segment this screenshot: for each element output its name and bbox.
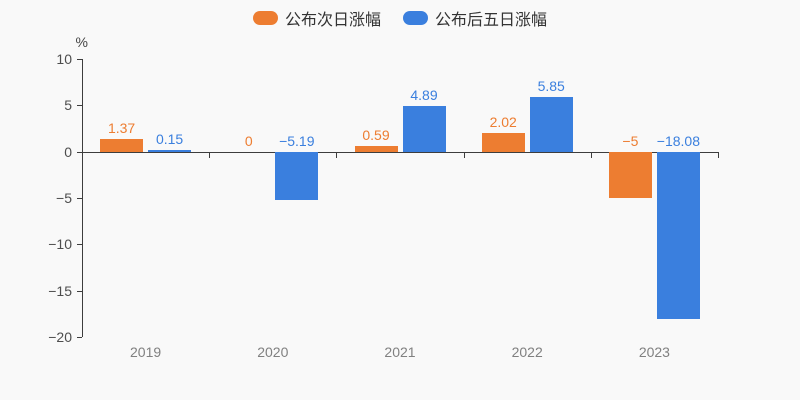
y-tick-label: 0	[64, 143, 72, 160]
y-axis-tick	[77, 105, 82, 107]
bar-s1-2023[interactable]	[656, 151, 700, 320]
y-axis-tick	[77, 59, 82, 60]
y-tick-label: −20	[48, 329, 72, 345]
legend-item-five-day[interactable]: 公布后五日涨幅	[403, 6, 547, 30]
value-label-s0-2022: 2.02	[489, 113, 517, 130]
y-axis-unit-label: %	[75, 34, 88, 50]
x-axis-tick	[209, 151, 211, 158]
value-label-s0-2023: −5	[622, 132, 639, 149]
x-tick-label-2019: 2019	[130, 344, 162, 360]
y-axis-tick	[77, 337, 82, 338]
y-tick-label: 10	[56, 51, 72, 67]
legend-label: 公布次日涨幅	[284, 12, 381, 29]
value-label-s1-2019: 0.15	[155, 131, 184, 148]
value-label-s1-2021: 4.89	[410, 87, 438, 104]
value-label-s1-2023: −18.08	[656, 132, 700, 149]
legend-swatch-blue	[403, 11, 428, 25]
bar-s0-2023[interactable]	[608, 151, 652, 198]
y-axis-line	[82, 59, 83, 337]
x-tick-label-2022: 2022	[511, 344, 543, 360]
legend-item-next-day[interactable]: 公布次日涨幅	[252, 6, 381, 30]
x-axis-tick	[336, 151, 338, 158]
y-axis-tick	[77, 244, 82, 246]
value-label-s0-2021: 0.59	[362, 127, 390, 144]
bar-s0-2019[interactable]	[100, 138, 144, 152]
bar-s0-2021[interactable]	[354, 146, 398, 152]
x-axis-line	[82, 151, 718, 153]
x-tick-label-2020: 2020	[257, 344, 289, 360]
bar-s1-2022[interactable]	[529, 97, 573, 152]
value-label-s0-2020: 0	[244, 132, 253, 149]
legend: 公布次日涨幅 公布后五日涨幅	[0, 6, 800, 30]
bar-s1-2020[interactable]	[275, 151, 319, 200]
y-tick-label: −15	[48, 282, 72, 299]
x-axis-tick	[590, 151, 592, 158]
x-axis-tick	[718, 151, 719, 158]
value-label-s1-2020: −5.19	[279, 132, 315, 149]
y-axis-tick	[77, 290, 82, 292]
y-tick-label: −5	[56, 190, 72, 206]
value-label-s1-2022: 5.85	[537, 78, 565, 95]
value-label-s0-2019: 1.37	[107, 119, 136, 136]
bar-s0-2022[interactable]	[481, 132, 525, 152]
y-tick-label: 5	[64, 97, 72, 114]
y-tick-label: −10	[48, 236, 72, 253]
x-tick-label-2021: 2021	[384, 344, 416, 360]
y-axis-tick	[77, 198, 82, 199]
legend-label: 公布后五日涨幅	[435, 12, 548, 29]
legend-swatch-orange	[252, 11, 278, 25]
x-axis-tick	[463, 151, 465, 158]
bar-s1-2021[interactable]	[402, 106, 446, 152]
y-axis-tick	[77, 151, 82, 153]
x-tick-label-2023: 2023	[638, 344, 670, 360]
x-axis-tick	[82, 151, 83, 158]
bar-s1-2019[interactable]	[148, 150, 192, 152]
